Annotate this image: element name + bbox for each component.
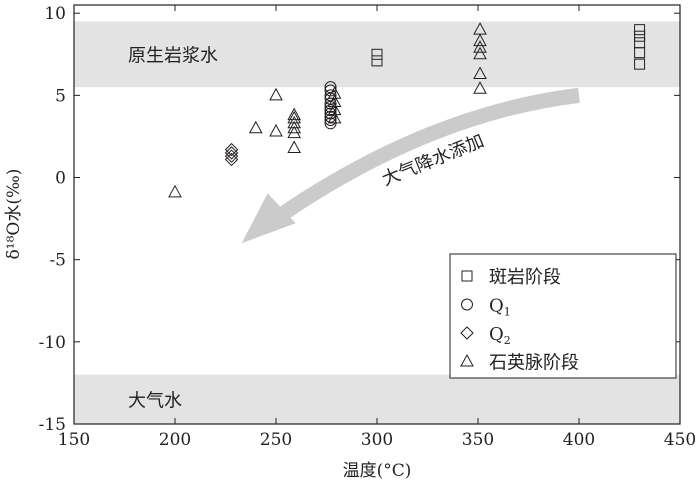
y-tick-label: 0 bbox=[55, 169, 66, 189]
band-rect bbox=[74, 374, 680, 424]
band-rect bbox=[74, 21, 680, 88]
band-label: 原生岩浆水 bbox=[128, 45, 218, 66]
diamond-point bbox=[224, 142, 239, 157]
legend-triangle-icon bbox=[460, 353, 474, 367]
diamond-point bbox=[224, 146, 239, 160]
triangle-point bbox=[287, 125, 302, 139]
triangle-point bbox=[248, 120, 263, 134]
triangle-point bbox=[327, 102, 342, 116]
triangle-point bbox=[327, 86, 342, 99]
square-point bbox=[634, 47, 646, 59]
y-tick-label: -5 bbox=[49, 251, 66, 271]
circle-point bbox=[324, 89, 337, 102]
arrow-shaft bbox=[273, 87, 580, 224]
triangle-point bbox=[269, 87, 283, 101]
triangle-point bbox=[287, 140, 302, 153]
y-tick-label: 5 bbox=[55, 86, 66, 106]
triangle-point bbox=[327, 94, 342, 107]
diamond-point bbox=[224, 149, 239, 163]
legend-label-text: Q bbox=[489, 296, 504, 317]
triangle-point bbox=[473, 33, 487, 47]
legend-label: 石英脉阶段 bbox=[489, 353, 579, 374]
legend-label-text: Q bbox=[489, 324, 504, 345]
triangle-point bbox=[168, 184, 182, 198]
y-tick-label: 10 bbox=[44, 4, 66, 24]
square-point bbox=[371, 55, 383, 67]
x-tick-label: 200 bbox=[159, 430, 191, 450]
ticks-layer: 150 200 250 300 350 400 450 10 5 0 -5 -10 -15 bbox=[39, 4, 697, 450]
legend-label-subscript: 1 bbox=[504, 306, 511, 319]
legend-label-text: 斑岩阶段 bbox=[489, 267, 561, 288]
triangle-point bbox=[473, 40, 487, 53]
triangle-point bbox=[287, 120, 302, 134]
square-point bbox=[634, 58, 646, 70]
y-axis-title: δ¹⁸O水(‰) bbox=[4, 169, 24, 260]
legend-label: 斑岩阶段 bbox=[489, 267, 561, 288]
band-label: 大气水 bbox=[128, 390, 182, 411]
diamond-point bbox=[224, 152, 239, 167]
x-tick-label: 400 bbox=[563, 430, 595, 450]
x-tick-label: 300 bbox=[361, 430, 393, 450]
x-tick-label: 150 bbox=[58, 430, 90, 450]
arrow-layer: 大气降水添加 bbox=[241, 87, 580, 244]
circle-point bbox=[324, 104, 337, 117]
x-tick-label: 350 bbox=[462, 430, 494, 450]
square-point bbox=[634, 30, 646, 42]
legend-diamond-icon bbox=[460, 326, 474, 340]
legend-box bbox=[449, 253, 677, 379]
legend-label: Q1 bbox=[489, 296, 511, 319]
y-tick-label: -15 bbox=[39, 415, 66, 435]
square-point bbox=[371, 48, 383, 60]
legend-label-subscript: 2 bbox=[504, 334, 511, 347]
points-layer bbox=[168, 22, 646, 198]
triangle-point bbox=[473, 81, 487, 94]
legend-label: Q2 bbox=[489, 324, 511, 347]
legend-label-text: 石英脉阶段 bbox=[489, 353, 579, 374]
triangle-point bbox=[327, 110, 342, 124]
legend-square-icon bbox=[461, 270, 473, 282]
x-tick-label: 250 bbox=[260, 430, 292, 450]
circle-point bbox=[324, 81, 337, 94]
triangle-point bbox=[287, 115, 302, 129]
legend-circle-icon bbox=[461, 298, 473, 311]
triangle-point bbox=[287, 107, 302, 121]
square-point bbox=[634, 24, 646, 36]
triangle-point bbox=[473, 66, 487, 80]
arrow-head bbox=[241, 193, 296, 244]
triangle-point bbox=[269, 123, 283, 137]
x-tick-label: 450 bbox=[664, 430, 696, 450]
triangle-point bbox=[473, 46, 487, 60]
triangle-point bbox=[287, 110, 302, 124]
x-axis-title: 温度(°C) bbox=[343, 461, 412, 481]
y-tick-label: -10 bbox=[39, 333, 66, 353]
